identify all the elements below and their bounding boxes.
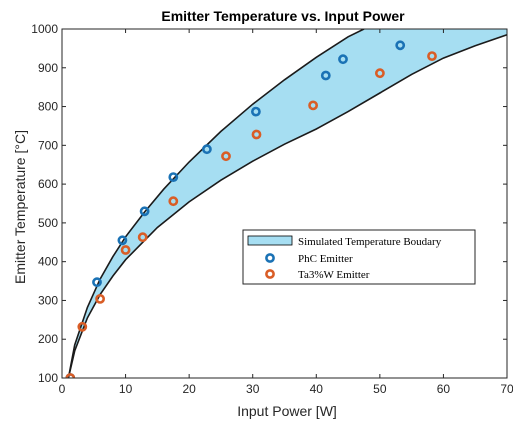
data-point	[168, 196, 179, 207]
x-tick-label: 0	[59, 382, 66, 396]
y-tick-label: 900	[38, 61, 58, 75]
legend-marker-phc	[265, 253, 275, 263]
x-tick-label: 20	[182, 382, 196, 396]
data-point	[338, 54, 348, 65]
legend-label-phc: PhC Emitter	[298, 253, 353, 265]
data-point	[308, 100, 318, 111]
legend: Simulated Temperature Boudary PhC Emitte…	[242, 229, 476, 285]
axes-box	[61, 28, 508, 379]
data-point	[374, 68, 385, 79]
plot-area	[65, 29, 507, 378]
data-point	[201, 144, 212, 155]
axes: 0 10 20 30 40 50 60 70 100 200 300 400 500 600 700 800 9…	[31, 22, 513, 396]
legend-swatch-band	[247, 235, 293, 246]
y-tick-label: 600	[38, 177, 58, 191]
series-ta3w-points	[65, 51, 437, 378]
chart-title: Emitter Temperature vs. Input Power	[161, 8, 405, 24]
data-point	[139, 206, 150, 217]
y-tick-label: 700	[38, 138, 58, 152]
data-point	[120, 245, 131, 255]
data-point	[137, 232, 148, 243]
data-point	[117, 235, 128, 246]
y-tick-label: 800	[38, 100, 58, 114]
y-axis-label: Emitter Temperature [°C]	[12, 130, 28, 284]
y-tick-label: 300	[38, 293, 58, 307]
x-tick-label: 10	[119, 382, 133, 396]
series-phc-points	[65, 40, 406, 378]
data-point	[77, 321, 88, 332]
band-lower-boundary	[67, 34, 507, 378]
y-tick-label: 100	[38, 371, 58, 385]
x-tick-label: 50	[373, 382, 387, 396]
data-point	[92, 277, 102, 288]
y-tick-label: 500	[38, 216, 58, 230]
legend-marker-ta3w	[265, 269, 275, 279]
x-axis-label: Input Power [W]	[237, 403, 337, 419]
temperature-band-fill	[68, 29, 507, 378]
x-tick-label: 70	[500, 382, 513, 396]
data-point	[250, 106, 261, 117]
data-point	[221, 151, 231, 162]
legend-label-ta3w: Ta3%W Emitter	[298, 269, 370, 281]
data-point	[395, 40, 406, 51]
y-tick-label: 1000	[31, 22, 58, 36]
x-tick-label: 60	[437, 382, 451, 396]
y-tick-label: 400	[38, 255, 58, 269]
legend-label-band: Simulated Temperature Boudary	[298, 236, 442, 248]
data-point	[251, 129, 262, 140]
x-tick-label: 30	[246, 382, 260, 396]
data-point	[320, 70, 331, 81]
data-point	[95, 293, 105, 304]
data-point	[168, 172, 179, 182]
x-tick-label: 40	[310, 382, 324, 396]
band-upper-boundary	[67, 29, 365, 378]
y-tick-label: 200	[38, 332, 58, 346]
data-point	[427, 51, 437, 61]
